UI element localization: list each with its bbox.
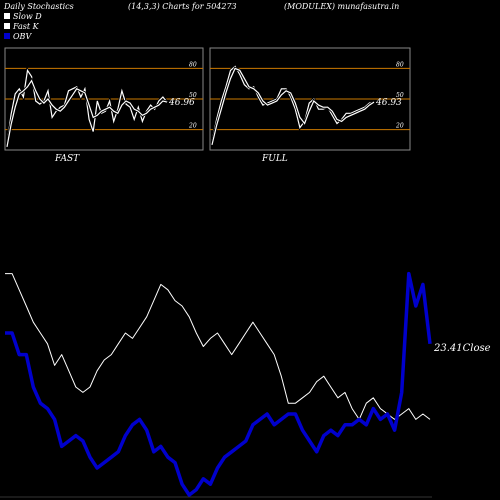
fast-series-slow-d (6, 79, 168, 148)
full-panel: 20 50 80 46.93 (209, 47, 411, 151)
chart-params: (14,3,3) Charts for 504273 (128, 2, 237, 11)
close-value-label: 23.41Close (433, 343, 491, 354)
close-value: 23.41 (433, 343, 463, 354)
close-word: Close (463, 343, 491, 354)
chart-title: Daily Stochastics (3, 2, 74, 11)
full-series-slow-d (211, 67, 375, 146)
full-ytick-80: 80 (396, 61, 404, 68)
fast-panel-title: FAST (54, 154, 80, 164)
legend-label-obv: OBV (13, 32, 32, 41)
obv-line (5, 271, 432, 497)
full-series-fast-k (211, 65, 375, 142)
fast-ytick-50: 50 (189, 92, 197, 99)
fast-last-value-label: 46.96 (168, 98, 195, 108)
legend-swatch-obv (4, 33, 10, 39)
legend-label-fast-k: Fast K (12, 22, 40, 31)
full-ytick-20: 20 (395, 123, 404, 130)
close-label: 23.41Close (433, 343, 491, 354)
full-ytick-50: 50 (396, 92, 404, 99)
legend-label-slow-d: Slow D (13, 12, 42, 21)
full-panel-title: FULL (261, 154, 288, 164)
fast-panel: 20 50 80 46.96 (4, 47, 204, 151)
site-label: (MODULEX) munafasutra.in (284, 2, 399, 11)
legend-swatch-fast-k (4, 23, 10, 29)
fast-ytick-20: 20 (188, 123, 197, 130)
legend: Slow D Fast K OBV (4, 12, 42, 41)
legend-swatch-slow-d (4, 13, 10, 19)
full-last-value-label: 46.93 (375, 98, 402, 108)
fast-ytick-80: 80 (189, 61, 197, 68)
price-obv-panel (0, 271, 432, 498)
